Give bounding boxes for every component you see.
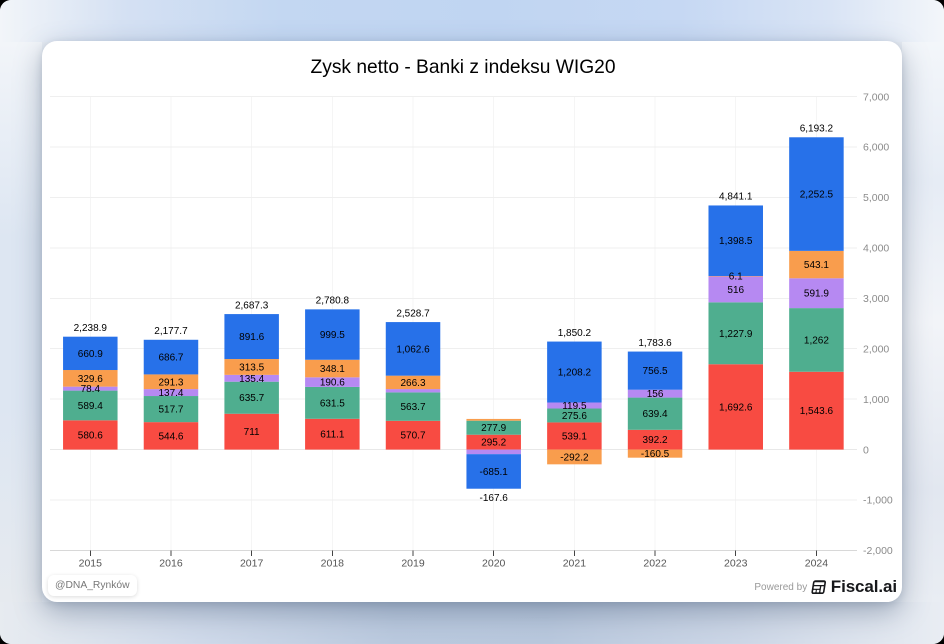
svg-text:Zysk netto - Banki z indeksu W: Zysk netto - Banki z indeksu WIG20 xyxy=(311,57,616,78)
svg-text:999.5: 999.5 xyxy=(320,330,345,341)
svg-text:-167.6: -167.6 xyxy=(480,493,509,504)
svg-text:6.1: 6.1 xyxy=(729,272,743,283)
svg-text:1,850.2: 1,850.2 xyxy=(558,328,592,339)
svg-text:891.6: 891.6 xyxy=(239,332,264,343)
svg-text:517.7: 517.7 xyxy=(158,405,183,416)
svg-text:2,780.8: 2,780.8 xyxy=(316,296,350,307)
svg-text:3,000: 3,000 xyxy=(863,293,889,305)
svg-text:277.9: 277.9 xyxy=(481,423,506,434)
svg-text:7,000: 7,000 xyxy=(863,91,889,103)
svg-text:2022: 2022 xyxy=(643,558,667,570)
svg-text:756.5: 756.5 xyxy=(643,366,668,377)
svg-text:266.3: 266.3 xyxy=(401,378,426,389)
svg-text:1,262: 1,262 xyxy=(804,335,829,346)
svg-text:348.1: 348.1 xyxy=(320,364,345,375)
svg-text:543.1: 543.1 xyxy=(804,260,829,271)
svg-text:2,177.7: 2,177.7 xyxy=(154,326,188,337)
svg-text:-1,000: -1,000 xyxy=(863,495,893,507)
svg-text:135.4: 135.4 xyxy=(239,374,264,385)
svg-text:635.7: 635.7 xyxy=(239,393,264,404)
svg-text:2,000: 2,000 xyxy=(863,343,889,355)
svg-text:1,783.6: 1,783.6 xyxy=(638,338,672,349)
svg-text:2021: 2021 xyxy=(563,558,587,570)
svg-text:329.6: 329.6 xyxy=(78,374,103,385)
svg-text:4,841.1: 4,841.1 xyxy=(719,192,753,203)
svg-text:291.3: 291.3 xyxy=(158,377,183,388)
svg-text:711: 711 xyxy=(244,427,260,438)
svg-text:-292.2: -292.2 xyxy=(560,452,589,463)
svg-text:78.4: 78.4 xyxy=(81,384,101,395)
svg-text:2016: 2016 xyxy=(159,558,183,570)
svg-text:1,062.6: 1,062.6 xyxy=(396,344,430,355)
svg-text:190.6: 190.6 xyxy=(320,378,345,389)
svg-text:544.6: 544.6 xyxy=(158,431,183,442)
svg-text:611.1: 611.1 xyxy=(320,430,345,441)
svg-text:591.9: 591.9 xyxy=(804,289,829,300)
svg-text:2,238.9: 2,238.9 xyxy=(74,323,108,334)
svg-text:6,000: 6,000 xyxy=(863,142,889,154)
svg-text:275.6: 275.6 xyxy=(562,411,587,422)
svg-text:639.4: 639.4 xyxy=(643,409,668,420)
svg-text:2020: 2020 xyxy=(482,558,506,570)
svg-text:-160.5: -160.5 xyxy=(641,449,670,460)
svg-text:1,543.6: 1,543.6 xyxy=(800,406,834,417)
svg-text:686.7: 686.7 xyxy=(158,353,183,364)
svg-text:2,252.5: 2,252.5 xyxy=(800,190,834,201)
svg-text:-685.1: -685.1 xyxy=(480,467,509,478)
svg-text:660.9: 660.9 xyxy=(78,349,103,360)
svg-text:-2,000: -2,000 xyxy=(863,545,893,557)
svg-text:156: 156 xyxy=(647,389,664,400)
svg-text:1,000: 1,000 xyxy=(863,394,889,406)
svg-text:2,528.7: 2,528.7 xyxy=(396,308,430,319)
svg-text:1,398.5: 1,398.5 xyxy=(719,236,753,247)
svg-text:4,000: 4,000 xyxy=(863,243,889,255)
svg-text:2019: 2019 xyxy=(401,558,425,570)
svg-text:5,000: 5,000 xyxy=(863,192,889,204)
svg-text:1,208.2: 1,208.2 xyxy=(558,368,592,379)
svg-text:137.4: 137.4 xyxy=(158,388,183,399)
svg-text:0: 0 xyxy=(863,444,869,456)
svg-text:580.6: 580.6 xyxy=(78,430,103,441)
svg-text:392.2: 392.2 xyxy=(643,435,668,446)
svg-text:1,692.6: 1,692.6 xyxy=(719,402,753,413)
svg-text:2015: 2015 xyxy=(79,558,103,570)
svg-text:631.5: 631.5 xyxy=(320,398,345,409)
svg-text:295.2: 295.2 xyxy=(481,438,506,449)
svg-text:2017: 2017 xyxy=(240,558,264,570)
svg-text:570.7: 570.7 xyxy=(401,431,426,442)
svg-text:2,687.3: 2,687.3 xyxy=(235,300,269,311)
svg-text:516: 516 xyxy=(727,285,744,296)
svg-text:313.5: 313.5 xyxy=(239,362,264,373)
svg-text:2024: 2024 xyxy=(805,558,829,570)
svg-text:563.7: 563.7 xyxy=(401,402,426,413)
svg-text:2018: 2018 xyxy=(321,558,345,570)
svg-text:6,193.2: 6,193.2 xyxy=(800,123,834,134)
svg-text:1,227.9: 1,227.9 xyxy=(719,329,753,340)
svg-text:539.1: 539.1 xyxy=(562,432,587,443)
svg-text:589.4: 589.4 xyxy=(78,401,103,412)
svg-text:2023: 2023 xyxy=(724,558,748,570)
svg-text:119.5: 119.5 xyxy=(562,401,587,412)
